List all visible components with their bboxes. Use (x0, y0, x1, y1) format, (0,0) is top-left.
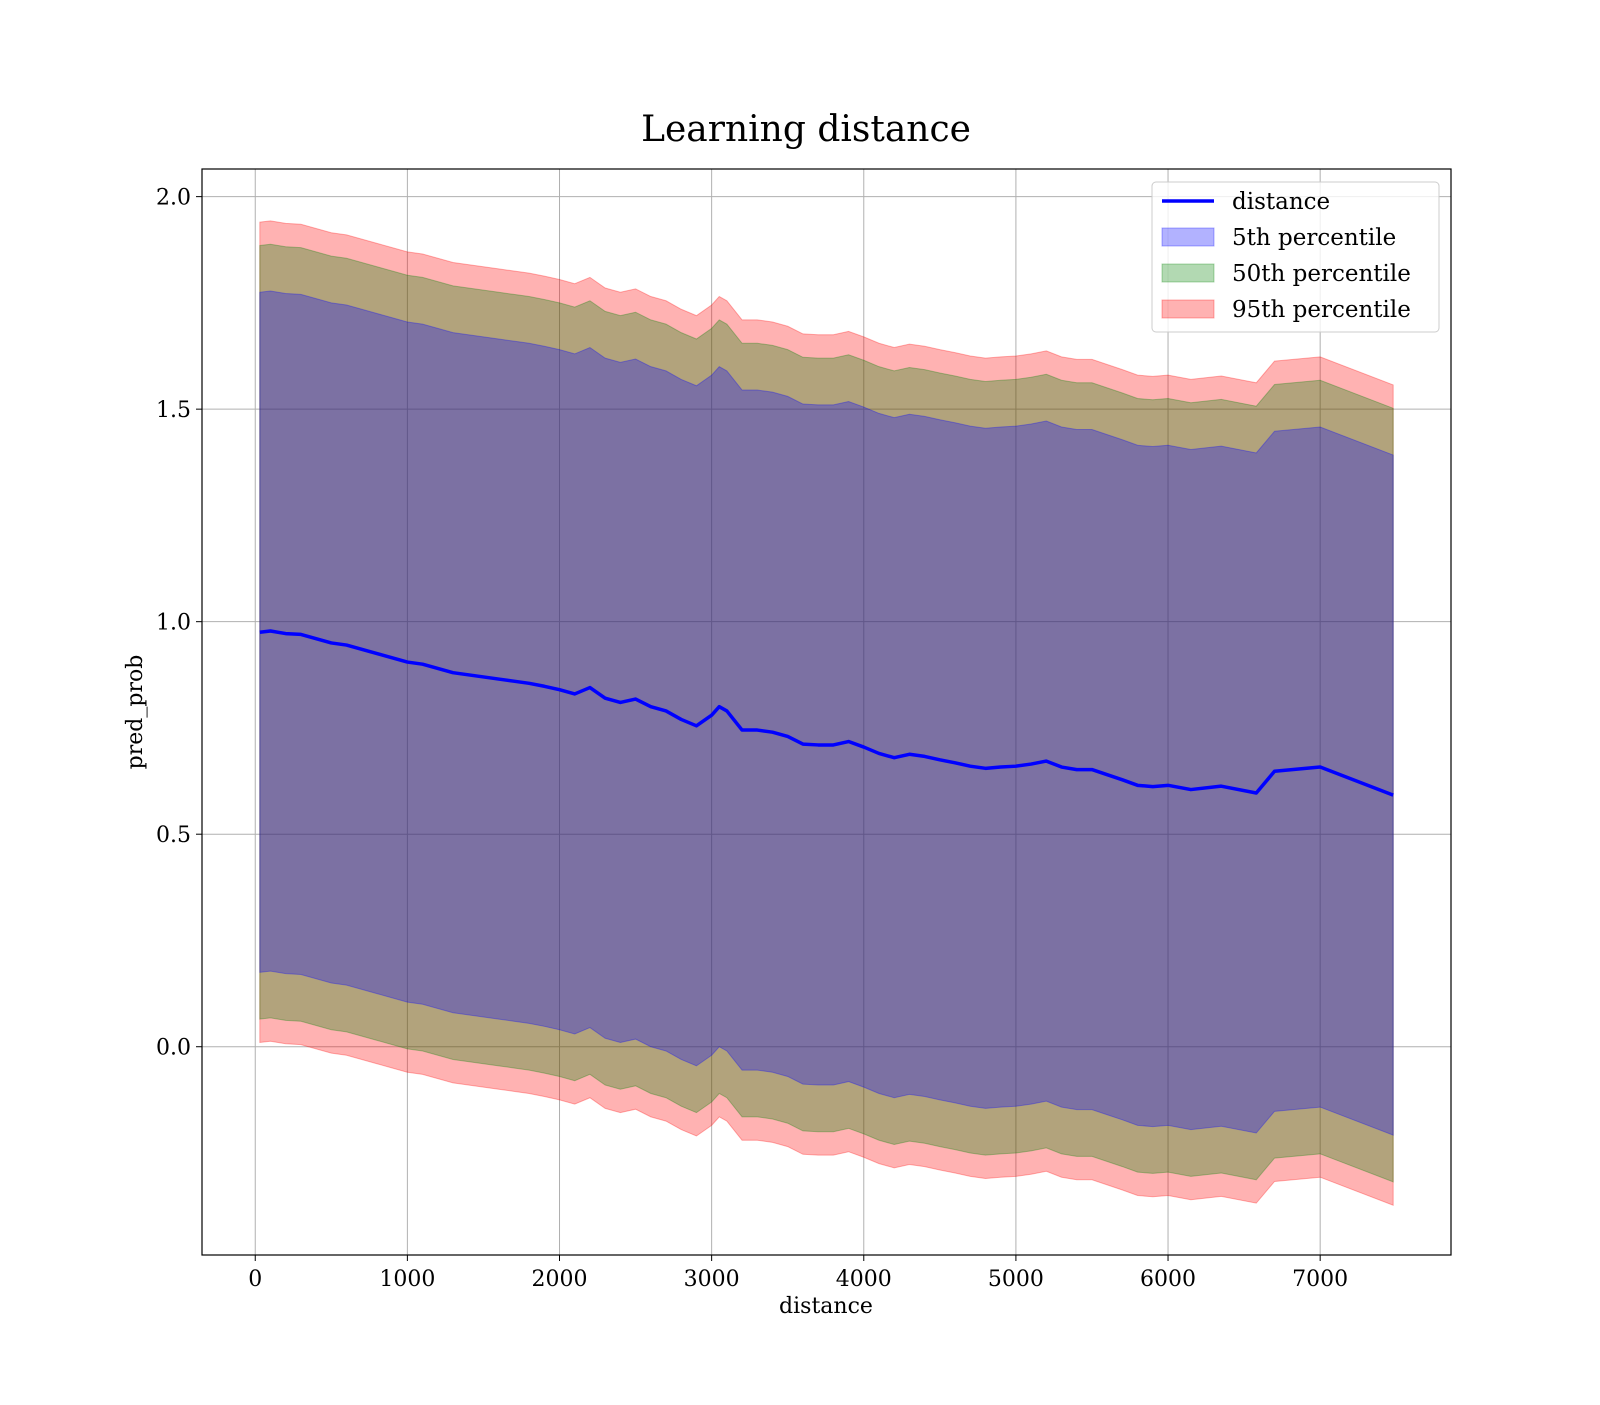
plot-frame (201, 168, 1452, 1256)
x-tick-label: 7000 (1292, 1267, 1348, 1292)
x-tick-label: 0 (248, 1267, 262, 1292)
distance-line-layer (259, 629, 1394, 797)
legend: distance 5th percentile 50th percentile … (1151, 181, 1440, 333)
legend-label-50th: 50th percentile (1232, 261, 1411, 287)
y-tick-label: 1.5 (156, 398, 191, 423)
x-tick-label: 5000 (988, 1267, 1044, 1292)
y-tick-label: 0.0 (156, 1036, 191, 1061)
y-tick-label: 1.0 (156, 611, 191, 636)
y-axis-label: pred_prob (123, 655, 148, 770)
legend-box (1151, 181, 1440, 333)
band-50th-percentile (259, 243, 1394, 1183)
x-tick-label: 4000 (836, 1267, 892, 1292)
distance-line (259, 629, 1394, 797)
legend-label-distance: distance (1232, 189, 1330, 215)
percentile-bands (259, 220, 1394, 1206)
legend-swatch-5th (1161, 227, 1215, 247)
legend-swatch-95th (1161, 299, 1215, 319)
x-tick-label: 2000 (532, 1267, 588, 1292)
y-tick-label: 2.0 (156, 186, 191, 211)
y-axis-ticks: 0.0 0.5 1.0 1.5 2.0 (156, 186, 202, 1061)
legend-swatch-50th (1161, 263, 1215, 283)
legend-label-5th: 5th percentile (1232, 225, 1396, 251)
grid (202, 169, 1451, 1255)
chart-title: Learning distance (641, 109, 971, 150)
band-95th-percentile (259, 220, 1394, 1206)
x-axis-ticks: 0 1000 2000 3000 4000 5000 6000 7000 (248, 1255, 1348, 1292)
x-tick-label: 6000 (1140, 1267, 1196, 1292)
x-axis-label: distance (779, 1294, 873, 1319)
y-tick-label: 0.5 (156, 823, 191, 848)
band-5th-percentile (259, 290, 1394, 1136)
x-tick-label: 3000 (684, 1267, 740, 1292)
x-tick-label: 1000 (379, 1267, 435, 1292)
legend-label-95th: 95th percentile (1232, 297, 1411, 323)
